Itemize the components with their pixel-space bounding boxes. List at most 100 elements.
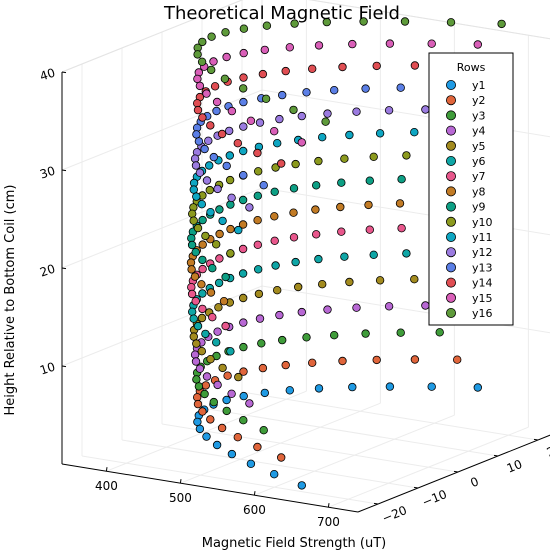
- data-point: [397, 223, 406, 233]
- grid-line: [81, 455, 379, 505]
- data-point: [384, 302, 394, 311]
- data-point: [258, 69, 268, 79]
- data-point: [233, 433, 242, 442]
- data-point: [194, 137, 204, 146]
- data-point: [297, 481, 306, 490]
- data-point: [253, 240, 262, 249]
- data-point: [223, 371, 232, 380]
- data-point: [318, 280, 327, 289]
- data-point: [384, 106, 394, 115]
- data-point: [255, 118, 265, 127]
- data-point: [400, 17, 410, 26]
- data-point: [308, 358, 317, 367]
- data-point: [245, 399, 254, 408]
- legend-marker: [445, 140, 456, 151]
- y-tick: [453, 470, 459, 473]
- data-point: [198, 215, 207, 225]
- data-point: [210, 82, 220, 91]
- data-point: [253, 148, 262, 158]
- x-axis-label: Magnetic Field Strength (uT): [202, 536, 387, 550]
- data-point: [222, 406, 231, 416]
- data-point: [220, 74, 230, 83]
- data-point: [192, 130, 201, 139]
- data-point: [206, 65, 216, 75]
- data-point: [385, 39, 395, 48]
- data-point: [204, 136, 213, 145]
- data-point: [197, 199, 206, 209]
- legend-marker: [445, 171, 456, 182]
- legend-marker: [445, 125, 456, 136]
- data-point: [189, 216, 198, 225]
- x-tick-label: 600: [243, 503, 266, 517]
- data-point: [323, 109, 332, 118]
- data-point: [278, 90, 287, 100]
- data-point: [200, 389, 209, 399]
- grid-line: [121, 439, 419, 489]
- legend-entry-label: y14: [472, 277, 493, 290]
- data-point: [314, 156, 323, 166]
- data-point: [202, 432, 211, 441]
- data-point: [259, 180, 268, 190]
- legend-marker: [445, 262, 456, 273]
- data-point: [227, 106, 237, 116]
- legend-marker: [445, 277, 456, 288]
- data-point: [238, 195, 248, 205]
- data-point: [322, 17, 331, 27]
- data-point: [239, 367, 248, 376]
- data-point: [238, 146, 248, 156]
- data-point: [330, 331, 339, 340]
- data-point: [213, 380, 222, 390]
- data-point: [214, 278, 224, 288]
- data-point: [291, 257, 300, 267]
- data-point: [246, 459, 256, 468]
- data-point: [270, 212, 279, 221]
- data-point: [245, 203, 254, 212]
- data-point: [321, 117, 330, 126]
- data-point: [198, 264, 207, 274]
- data-point: [189, 314, 198, 323]
- data-point: [297, 138, 306, 147]
- data-point: [202, 372, 212, 381]
- data-point: [190, 272, 200, 281]
- point-layer: [186, 17, 506, 490]
- data-point: [239, 122, 248, 131]
- data-point: [297, 111, 306, 121]
- x-tick-label: 500: [169, 491, 192, 505]
- data-point: [215, 229, 224, 239]
- data-point: [213, 327, 222, 336]
- legend-items: y1 y2 y3 y4 y5 y6 y7 y8 y9 y10 y11 y12 y13 y14 y15 y16: [445, 79, 493, 320]
- data-point: [258, 363, 268, 373]
- data-point: [340, 252, 349, 261]
- data-point: [262, 21, 272, 30]
- data-point: [209, 152, 218, 162]
- data-point: [365, 225, 374, 234]
- legend-title: Rows: [457, 61, 486, 74]
- data-point: [253, 191, 262, 200]
- data-point: [396, 328, 405, 337]
- data-point: [410, 275, 419, 284]
- y-tick: [373, 502, 379, 505]
- grid-line: [161, 423, 459, 473]
- data-point: [234, 225, 243, 235]
- data-point: [318, 132, 327, 142]
- data-point: [202, 89, 211, 98]
- data-point: [187, 283, 196, 292]
- data-point: [198, 289, 207, 298]
- data-point: [192, 99, 202, 108]
- z-tick: [61, 267, 67, 270]
- legend-marker: [445, 292, 456, 303]
- data-point: [218, 216, 227, 226]
- data-point: [410, 61, 420, 70]
- legend-box: [428, 52, 514, 326]
- data-point: [473, 383, 482, 392]
- data-point: [219, 297, 229, 306]
- legend-marker: [445, 201, 456, 212]
- data-point: [338, 356, 347, 366]
- legend-entry-label: y12: [472, 246, 493, 259]
- grid-edge: [61, 0, 244, 73]
- data-point: [275, 114, 284, 124]
- data-point: [207, 32, 216, 41]
- data-point: [206, 121, 215, 130]
- z-tick: [61, 71, 67, 74]
